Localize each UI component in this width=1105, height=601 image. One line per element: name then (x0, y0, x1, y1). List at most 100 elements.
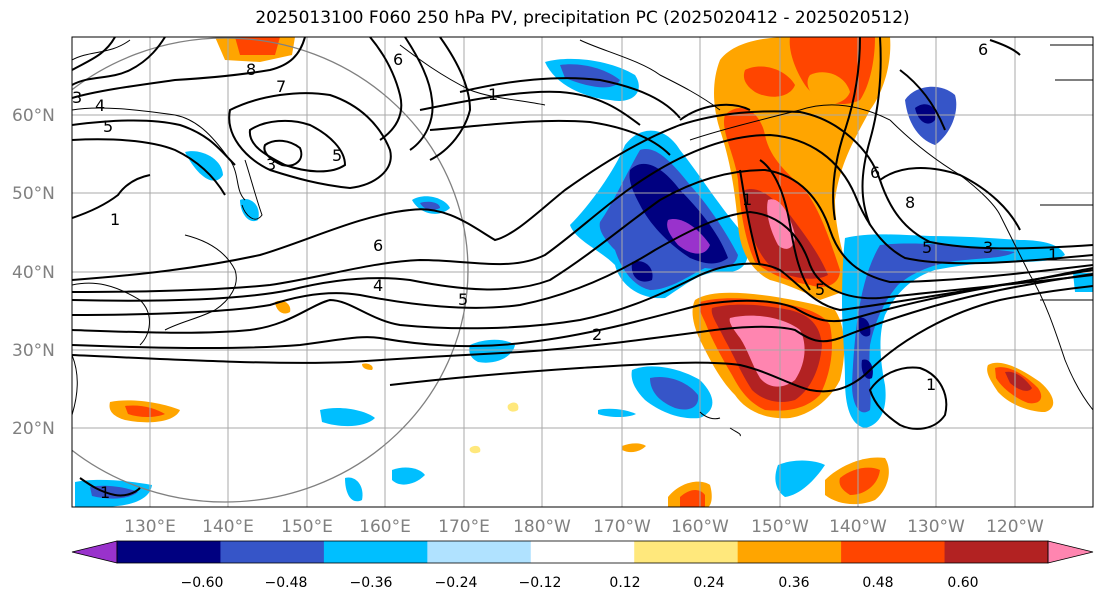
precip-positive-region (622, 443, 646, 453)
map-border (71, 36, 1094, 508)
svg-text:4: 4 (95, 96, 105, 115)
svg-text:1: 1 (110, 210, 120, 229)
colorbar-segment (634, 541, 739, 563)
svg-text:6: 6 (373, 236, 383, 255)
precip-positive-region (275, 300, 291, 314)
graticule (72, 37, 1093, 507)
precip-positive-region (729, 315, 805, 387)
coastlines (72, 39, 1093, 437)
colorbar-tick: 0.48 (862, 575, 893, 591)
precip-negative-region (631, 261, 653, 282)
precip-negative-region (775, 460, 825, 497)
colorbar-border (116, 540, 1049, 564)
precip-positive-region (839, 467, 880, 495)
colorbar-segment (737, 541, 842, 563)
colorbar-tick: 0.24 (693, 575, 724, 591)
colorbar-tick: −0.36 (350, 575, 393, 591)
precip-negative-region (345, 477, 363, 502)
svg-text:8: 8 (246, 60, 256, 79)
precip-negative-region (667, 219, 710, 254)
colorbar-segment (841, 541, 946, 563)
precip-positive-region (362, 363, 373, 370)
svg-text:1: 1 (926, 375, 936, 394)
svg-text:120°W: 120°W (986, 517, 1044, 537)
contour-labels: 3 4 5 7 8 6 1 5 3 6 4 5 2 6 8 5 3 1 1 5 … (72, 40, 1058, 502)
svg-text:60°N: 60°N (12, 106, 55, 126)
svg-text:130°W: 130°W (907, 517, 965, 537)
colorbar-tick: −0.60 (181, 575, 224, 591)
svg-text:130°E: 130°E (124, 517, 176, 537)
colorbar-tick: −0.12 (519, 575, 562, 591)
svg-text:3: 3 (983, 238, 993, 257)
svg-text:150°E: 150°E (281, 517, 333, 537)
svg-text:140°E: 140°E (202, 517, 254, 537)
colorbar-segment (117, 541, 221, 563)
svg-text:6: 6 (393, 50, 403, 69)
svg-text:30°N: 30°N (12, 341, 55, 361)
precip-positive-region (680, 489, 705, 507)
longitude-labels: 130°E 140°E 150°E 160°E 170°E 180°W 170°… (124, 517, 1044, 537)
svg-text:3: 3 (72, 88, 82, 107)
colorbar-tick: 0.36 (778, 575, 809, 591)
precip-negative-region (650, 376, 699, 410)
colorbar-segment (944, 541, 1049, 563)
colorbar: −0.60 −0.48 −0.36 −0.24 −0.12 0.12 0.24 … (71, 540, 1094, 591)
colorbar-tick: −0.48 (265, 575, 308, 591)
svg-text:160°W: 160°W (671, 517, 729, 537)
svg-text:150°W: 150°W (751, 517, 809, 537)
precip-positive-region (1005, 371, 1032, 391)
colorbar-tick: 0.60 (947, 575, 978, 591)
svg-text:20°N: 20°N (12, 419, 55, 439)
svg-text:40°N: 40°N (12, 263, 55, 283)
svg-text:6: 6 (978, 40, 988, 59)
precip-fields (75, 37, 1093, 507)
colorbar-segment (530, 541, 635, 563)
precip-positive-region (807, 72, 850, 104)
svg-text:1: 1 (100, 483, 110, 502)
map-title: 2025013100 F060 250 hPa PV, precipitatio… (255, 8, 910, 28)
precip-negative-region (320, 407, 375, 427)
svg-text:4: 4 (373, 276, 383, 295)
svg-text:180°W: 180°W (513, 517, 571, 537)
svg-text:170°W: 170°W (593, 517, 651, 537)
precip-negative-region (857, 317, 871, 337)
colorbar-segment (323, 541, 428, 563)
colorbar-segment (427, 541, 532, 563)
svg-text:170°E: 170°E (438, 517, 490, 537)
svg-text:5: 5 (103, 117, 113, 136)
colorbar-tick: −0.24 (435, 575, 478, 591)
svg-text:5: 5 (922, 238, 932, 257)
colorbar-tick: 0.12 (609, 575, 640, 591)
precip-negative-region (915, 104, 936, 124)
svg-text:1: 1 (488, 85, 498, 104)
svg-text:5: 5 (815, 280, 825, 299)
precip-positive-region (125, 405, 165, 417)
precip-negative-region (240, 199, 259, 222)
precip-negative-region (420, 201, 440, 211)
colorbar-extend-max (1047, 540, 1094, 564)
svg-text:8: 8 (905, 193, 915, 212)
latitude-labels: 60°N 50°N 40°N 30°N 20°N (12, 106, 55, 439)
precip-positive-region (469, 445, 481, 454)
reference-circle (72, 37, 469, 503)
precip-negative-region (852, 243, 1015, 413)
pv-contours (72, 37, 1093, 497)
precip-positive-region (743, 66, 795, 97)
svg-text:50°N: 50°N (12, 184, 55, 204)
precip-positive-region (507, 402, 519, 412)
colorbar-segment (220, 541, 325, 563)
svg-text:6: 6 (870, 163, 880, 182)
svg-text:160°E: 160°E (359, 517, 411, 537)
svg-text:5: 5 (458, 290, 468, 309)
svg-text:140°W: 140°W (829, 517, 887, 537)
colorbar-extend-min (71, 540, 118, 564)
precip-negative-region (598, 408, 636, 417)
svg-text:7: 7 (276, 77, 286, 96)
precip-negative-region (392, 467, 425, 485)
svg-text:2: 2 (592, 325, 602, 344)
colorbar-tick-labels: −0.60 −0.48 −0.36 −0.24 −0.12 0.12 0.24 … (181, 575, 979, 591)
precip-negative-region (185, 151, 223, 181)
svg-text:1: 1 (1048, 245, 1058, 264)
svg-text:5: 5 (332, 146, 342, 165)
